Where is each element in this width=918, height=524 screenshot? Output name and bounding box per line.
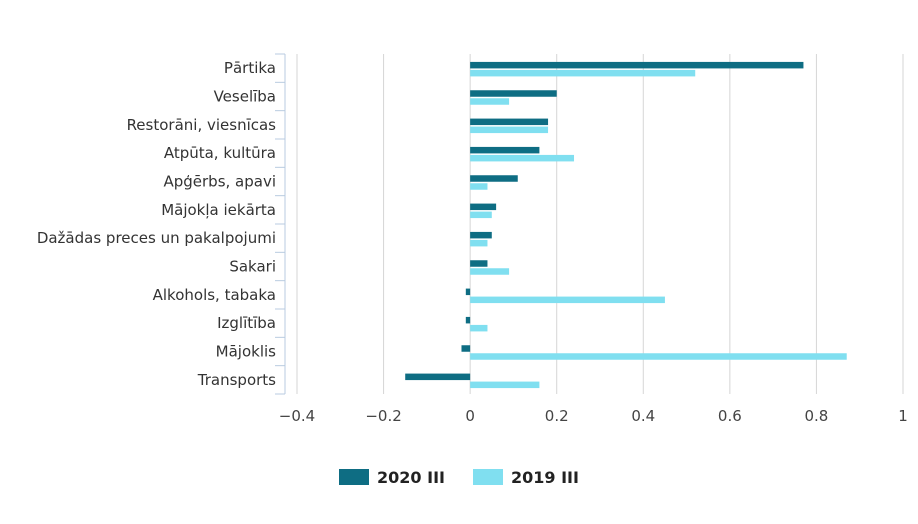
category-label: Restorāni, viesnīcas xyxy=(127,116,277,134)
bar-series-2[interactable] xyxy=(470,353,847,360)
bars xyxy=(405,61,847,389)
x-tick-label: 0.2 xyxy=(545,407,569,425)
legend-label-series-1: 2020 III xyxy=(377,467,445,487)
legend: 2020 III 2019 III xyxy=(0,462,918,492)
category-label: Izglītība xyxy=(217,314,276,332)
legend-item-series-2[interactable]: 2019 III xyxy=(473,468,579,487)
bar-series-2[interactable] xyxy=(470,126,549,134)
bar-series-2[interactable] xyxy=(470,183,488,190)
bar-series-1[interactable] xyxy=(470,61,804,69)
category-label: Alkohols, tabaka xyxy=(153,286,276,304)
category-label: Mājokļa iekārta xyxy=(161,201,276,219)
x-tick-label: 0.6 xyxy=(718,407,742,425)
x-tick-label: 0.8 xyxy=(804,407,828,425)
x-tick-label: 0 xyxy=(465,407,475,425)
category-label: Pārtika xyxy=(224,59,276,77)
category-label: Atpūta, kultūra xyxy=(164,144,276,162)
x-tick-label: 0.4 xyxy=(631,407,655,425)
bar-series-2[interactable] xyxy=(470,98,510,105)
bar-series-1[interactable] xyxy=(470,175,518,182)
bar-series-1[interactable] xyxy=(470,260,488,267)
legend-item-series-1[interactable]: 2020 III xyxy=(339,468,445,487)
bar-series-1[interactable] xyxy=(470,90,557,97)
category-label: Veselība xyxy=(214,88,276,106)
bar-series-1[interactable] xyxy=(470,231,492,239)
bar-series-1[interactable] xyxy=(461,345,471,352)
x-tick-label: 1 xyxy=(898,407,908,425)
legend-swatch-series-1 xyxy=(339,469,370,485)
bar-series-1[interactable] xyxy=(465,288,471,296)
category-label: Mājoklis xyxy=(216,343,277,361)
bar-series-2[interactable] xyxy=(470,296,665,304)
bar-series-1[interactable] xyxy=(470,118,549,126)
bar-series-2[interactable] xyxy=(470,268,510,275)
bar-series-1[interactable] xyxy=(470,146,540,154)
category-label: Dažādas preces un pakalpojumi xyxy=(37,229,276,247)
bar-series-2[interactable] xyxy=(470,69,696,77)
gridlines xyxy=(296,54,904,394)
category-label: Sakari xyxy=(229,258,276,276)
x-tick-label: −0.2 xyxy=(365,407,401,425)
bar-series-2[interactable] xyxy=(470,239,488,247)
bar-series-2[interactable] xyxy=(470,154,575,162)
x-tick-labels: −0.4 −0.2 0 0.2 0.4 0.6 0.8 1 xyxy=(279,407,908,425)
category-label: Apģērbs, apavi xyxy=(163,173,276,191)
legend-label-series-2: 2019 III xyxy=(511,467,579,487)
bar-series-1[interactable] xyxy=(465,316,471,324)
bar-series-2[interactable] xyxy=(470,211,492,219)
bar-series-1[interactable] xyxy=(470,203,497,211)
category-label: Transports xyxy=(197,371,276,389)
bar-series-2[interactable] xyxy=(470,324,488,332)
category-axis xyxy=(275,53,286,395)
bar-series-2[interactable] xyxy=(470,381,540,389)
bar-series-1[interactable] xyxy=(405,373,471,381)
category-labels: Pārtika Veselība Restorāni, viesnīcas Atpūt… xyxy=(37,59,276,389)
legend-swatch-series-2 xyxy=(473,469,503,485)
x-tick-label: −0.4 xyxy=(279,407,315,425)
